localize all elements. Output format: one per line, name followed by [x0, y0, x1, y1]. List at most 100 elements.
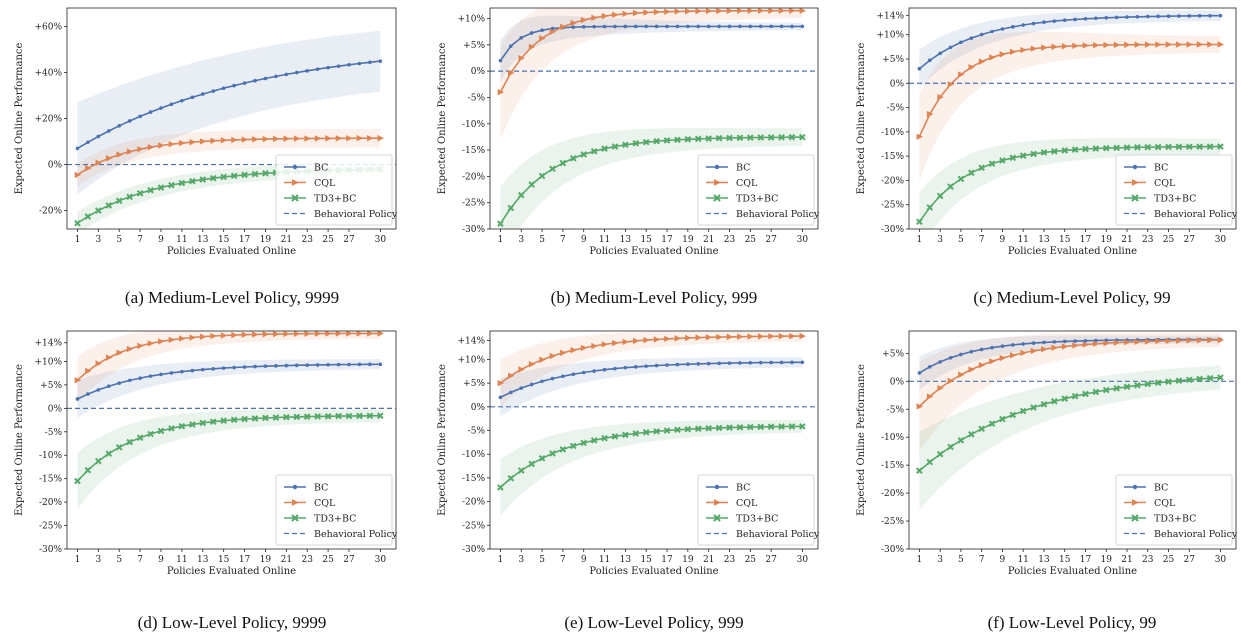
data-point: [958, 371, 965, 378]
y-axis-label: Expected Online Performance: [437, 364, 448, 516]
data-point: [800, 360, 805, 365]
data-point: [1093, 340, 1100, 348]
data-point: [326, 65, 330, 70]
data-point: [1206, 374, 1214, 382]
data-point: [696, 24, 701, 29]
plot-area: [490, 8, 818, 229]
data-point: [684, 425, 692, 433]
data-point: [85, 165, 92, 172]
data-point: [716, 333, 723, 341]
x-tick-label: 3: [937, 555, 943, 565]
data-point: [1124, 41, 1131, 48]
data-point: [169, 102, 174, 107]
legend-entry: CQL: [284, 498, 336, 509]
data-point: [592, 369, 596, 373]
data-point: [74, 219, 81, 227]
x-tick-label: 19: [260, 235, 272, 245]
data-point: [623, 365, 628, 370]
data-point: [642, 138, 650, 146]
data-point: [926, 204, 934, 211]
x-tick-label: 25: [745, 235, 757, 245]
data-point: [768, 333, 775, 340]
data-point: [665, 24, 669, 29]
data-point: [1082, 42, 1090, 49]
x-tick-label: 11: [1017, 235, 1028, 245]
y-tick-label: -20%: [462, 498, 485, 508]
data-point: [263, 76, 268, 81]
data-point: [528, 43, 536, 51]
data-point: [1042, 20, 1046, 25]
x-tick-label: 1: [917, 555, 923, 565]
data-point: [1134, 144, 1141, 151]
data-point: [927, 365, 932, 369]
data-point: [508, 372, 515, 379]
x-tick-label: 25: [322, 555, 334, 565]
x-tick-label: 1: [498, 235, 504, 245]
data-point: [696, 362, 701, 366]
data-point: [211, 367, 216, 371]
data-point: [916, 403, 923, 410]
legend-label: CQL: [314, 498, 336, 509]
x-tick-label: 5: [539, 555, 545, 565]
x-tick-label: 23: [724, 555, 736, 565]
data-point: [695, 334, 702, 341]
data-point: [1114, 15, 1119, 20]
data-point: [559, 446, 567, 453]
data-point: [230, 172, 238, 180]
data-point: [622, 338, 629, 346]
data-point: [747, 423, 754, 431]
legend-entry: CQL: [706, 498, 758, 509]
data-point: [643, 9, 650, 16]
data-point: [788, 133, 796, 141]
data-point: [127, 119, 132, 123]
x-tick-label: 21: [703, 555, 714, 565]
data-point: [1207, 41, 1214, 48]
data-point: [632, 9, 640, 17]
data-point: [252, 331, 259, 338]
data-point: [294, 363, 299, 368]
data-point: [1082, 145, 1089, 153]
data-point: [148, 110, 153, 114]
y-tick-label: -20%: [881, 489, 904, 499]
confidence-band: [77, 331, 381, 404]
data-point: [200, 367, 205, 372]
x-axis-label: Policies Evaluated Online: [589, 246, 718, 257]
x-tick-label: 27: [343, 235, 355, 245]
plot-frame: [908, 7, 1237, 230]
data-point: [1051, 43, 1058, 51]
data-point: [210, 137, 217, 145]
data-point: [684, 135, 692, 143]
data-point: [116, 151, 123, 158]
data-point: [1052, 19, 1057, 23]
data-point: [199, 138, 207, 145]
data-point: [1061, 395, 1069, 402]
y-tick-label: +5%: [463, 41, 485, 51]
data-point: [757, 134, 765, 141]
data-point: [967, 430, 975, 438]
data-point: [613, 366, 617, 371]
data-point: [1019, 407, 1027, 415]
data-point: [95, 360, 102, 367]
data-point: [519, 36, 524, 40]
data-point: [105, 354, 113, 361]
plot-frame: [489, 330, 819, 550]
data-point: [519, 386, 524, 390]
data-point: [757, 8, 765, 14]
data-point: [1094, 16, 1098, 21]
data-point: [748, 360, 753, 365]
data-point: [263, 364, 268, 368]
data-point: [926, 393, 934, 400]
legend-entry: CQL: [1124, 498, 1176, 509]
data-point: [126, 193, 133, 201]
data-point: [529, 382, 534, 387]
x-tick-label: 3: [95, 235, 101, 245]
legend-label: CQL: [1154, 498, 1176, 509]
data-point: [978, 58, 986, 65]
y-tick-label: -5%: [468, 93, 486, 103]
data-point: [347, 362, 351, 367]
data-point: [518, 366, 525, 373]
legend-label: TD3+BC: [314, 194, 356, 205]
legend-label: BC: [314, 483, 328, 494]
legend-entry: TD3+BC: [706, 194, 778, 205]
x-tick-label: 1: [498, 555, 504, 565]
